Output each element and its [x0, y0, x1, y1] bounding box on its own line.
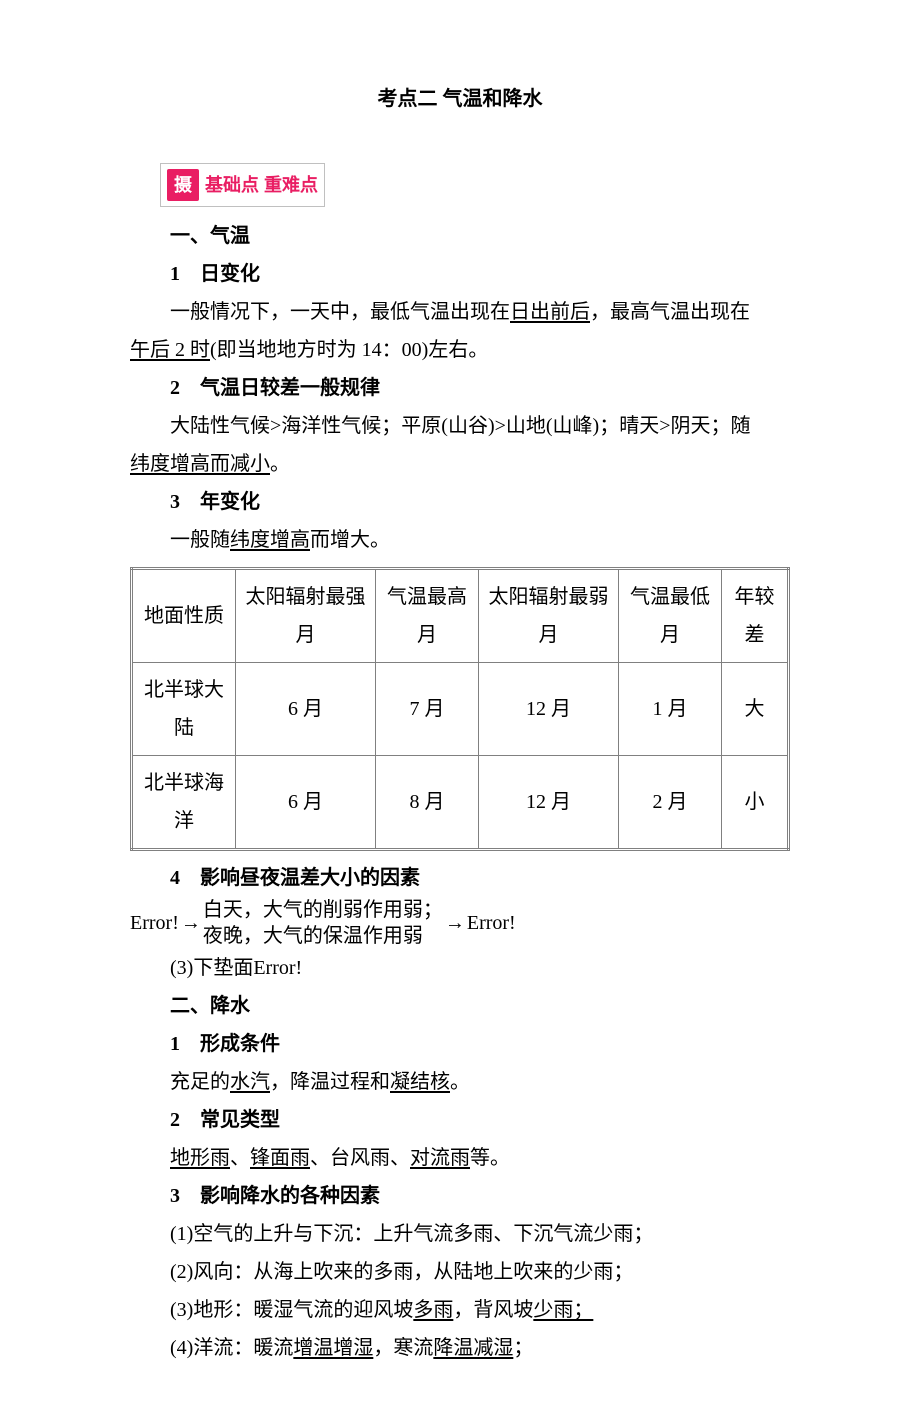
badge-icon: 摄	[167, 169, 199, 201]
table-row: 北半球大陆6 月7 月12 月1 月大	[132, 663, 789, 756]
text: 而增大。	[310, 529, 390, 551]
underline: 纬度增高而减小	[130, 453, 270, 475]
badge: 摄 基础点 重难点	[160, 163, 325, 207]
subheading-1-1: 1 日变化	[130, 255, 790, 293]
table-cell: 北半球大陆	[132, 663, 236, 756]
underline: 对流雨	[410, 1147, 470, 1169]
subheading-1-2: 2 气温日较差一般规律	[130, 369, 790, 407]
text: 夜晚，大气的保温作用弱	[203, 923, 443, 949]
text: (3)地形：暖湿气流的迎风坡	[170, 1299, 413, 1321]
subheading-2-2: 2 常见类型	[130, 1101, 790, 1139]
table-header: 气温最低月	[619, 569, 722, 663]
error-text: Error!	[130, 904, 179, 942]
table-cell: 大	[722, 663, 789, 756]
para-2-3-4: (4)洋流：暖流增温增湿，寒流降温减湿；	[130, 1329, 790, 1367]
text: 一般情况下，一天中，最低气温出现在	[170, 301, 510, 323]
underline: 增温增湿	[293, 1337, 373, 1359]
table-header: 气温最高月	[376, 569, 479, 663]
text: 一般随	[170, 529, 230, 551]
underline: 地形雨	[170, 1147, 230, 1169]
para-1-2b: 纬度增高而减小。	[130, 445, 790, 483]
section-heading-temperature: 一、气温	[130, 217, 790, 255]
text: ，降温过程和	[270, 1071, 390, 1093]
para-2-1: 充足的水汽，降温过程和凝结核。	[130, 1063, 790, 1101]
underline: 多雨	[413, 1299, 453, 1321]
table-cell: 12 月	[479, 756, 619, 850]
subheading-2-3: 3 影响降水的各种因素	[130, 1177, 790, 1215]
text: 。	[270, 453, 290, 475]
underline: 日出前后	[510, 301, 590, 323]
text: 、	[230, 1147, 250, 1169]
table-cell: 北半球海洋	[132, 756, 236, 850]
arrow-icon: →	[179, 904, 203, 942]
text: ；	[513, 1337, 533, 1359]
underline: 锋面雨	[250, 1147, 310, 1169]
table-cell: 小	[722, 756, 789, 850]
text: 白天，大气的削弱作用弱；	[203, 897, 443, 923]
text: (3)下垫面	[170, 957, 253, 979]
error-text: Error!	[467, 904, 516, 942]
subheading-1-3: 3 年变化	[130, 483, 790, 521]
temperature-table: 地面性质太阳辐射最强月气温最高月太阳辐射最弱月气温最低月年较差 北半球大陆6 月…	[130, 567, 790, 851]
para-2-3-3: (3)地形：暖湿气流的迎风坡多雨，背风坡少雨；	[130, 1291, 790, 1329]
para-2-3-1: (1)空气的上升与下沉：上升气流多雨、下沉气流少雨；	[130, 1215, 790, 1253]
table-cell: 6 月	[236, 756, 376, 850]
table-cell: 2 月	[619, 756, 722, 850]
text: 大陆性气候>海洋性气候；平原(山谷)>山地(山峰)；晴天>阴天；随	[170, 415, 750, 437]
underline: 水汽	[230, 1071, 270, 1093]
para-1-4-3: (3)下垫面Error!	[130, 949, 790, 987]
text: ，最高气温出现在	[590, 301, 750, 323]
underline: 少雨；	[533, 1299, 593, 1321]
text: ，寒流	[373, 1337, 433, 1359]
text: 、台风雨、	[310, 1147, 410, 1169]
table-header: 年较差	[722, 569, 789, 663]
para-1-3: 一般随纬度增高而增大。	[130, 521, 790, 559]
underline: 纬度增高	[230, 529, 310, 551]
text: ，背风坡	[453, 1299, 533, 1321]
arrow-icon: →	[443, 904, 467, 942]
table-cell: 6 月	[236, 663, 376, 756]
subheading-1-4: 4 影响昼夜温差大小的因素	[130, 859, 790, 897]
section-heading-precipitation: 二、降水	[130, 987, 790, 1025]
table-cell: 8 月	[376, 756, 479, 850]
table-header: 太阳辐射最弱月	[479, 569, 619, 663]
underline: 午后 2 时	[130, 339, 210, 361]
subheading-2-1: 1 形成条件	[130, 1025, 790, 1063]
para-1-1: 一般情况下，一天中，最低气温出现在日出前后，最高气温出现在	[130, 293, 790, 331]
table-row: 北半球海洋6 月8 月12 月2 月小	[132, 756, 789, 850]
para-1-2: 大陆性气候>海洋性气候；平原(山谷)>山地(山峰)；晴天>阴天；随	[130, 407, 790, 445]
text: 等。	[470, 1147, 510, 1169]
para-1-1b: 午后 2 时(即当地地方时为 14：00)左右。	[130, 331, 790, 369]
table-cell: 12 月	[479, 663, 619, 756]
text: (即当地地方时为 14：00)左右。	[210, 339, 488, 361]
para-2-2: 地形雨、锋面雨、台风雨、对流雨等。	[130, 1139, 790, 1177]
table-header: 地面性质	[132, 569, 236, 663]
table-cell: 1 月	[619, 663, 722, 756]
text: 。	[450, 1071, 470, 1093]
para-2-3-2: (2)风向：从海上吹来的多雨，从陆地上吹来的少雨；	[130, 1253, 790, 1291]
error-text: Error!	[253, 957, 302, 979]
table-cell: 7 月	[376, 663, 479, 756]
underline: 降温减湿	[433, 1337, 513, 1359]
badge-text: 基础点 重难点	[205, 168, 318, 202]
text: 充足的	[170, 1071, 230, 1093]
table-header: 太阳辐射最强月	[236, 569, 376, 663]
text: (4)洋流：暖流	[170, 1337, 293, 1359]
underline: 凝结核	[390, 1071, 450, 1093]
page-title: 考点二 气温和降水	[130, 80, 790, 118]
para-1-4-formula: Error! → 白天，大气的削弱作用弱； 夜晚，大气的保温作用弱 → Erro…	[130, 897, 790, 949]
